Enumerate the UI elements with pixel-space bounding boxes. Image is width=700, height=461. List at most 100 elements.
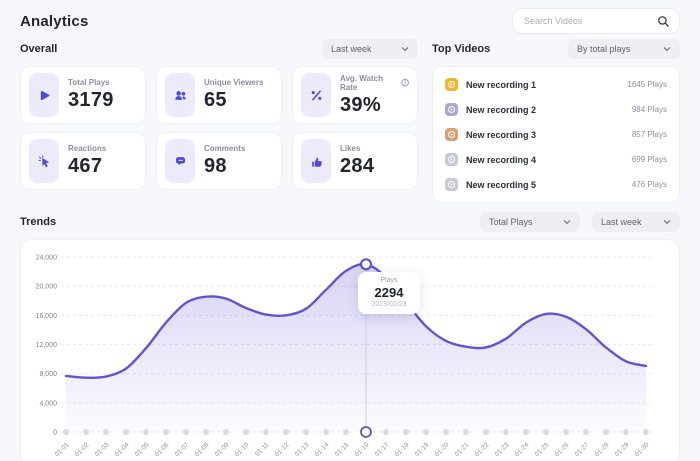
stat-value: 284 [340, 155, 375, 177]
svg-text:01-25: 01-25 [534, 441, 551, 458]
svg-text:01-18: 01-18 [394, 441, 411, 458]
top-videos-title: Top Videos [432, 43, 491, 55]
svg-text:01-28: 01-28 [594, 441, 611, 458]
svg-text:01-01: 01-01 [54, 441, 71, 458]
svg-text:01-06: 01-06 [154, 441, 171, 458]
stats-grid: Total Plays 3179 Unique Vie [20, 66, 418, 190]
stat-label: Comments [204, 144, 246, 153]
thumbs-up-icon [311, 157, 322, 167]
stat-label: Reactions [68, 144, 107, 153]
stat-value: 98 [204, 155, 227, 177]
selected-point-marker [359, 258, 373, 271]
video-row[interactable]: New recording 5 476 Plays [433, 172, 679, 197]
chart-tooltip: Plays 2294 2023/02/23 [358, 272, 420, 315]
video-row[interactable]: New recording 2 984 Plays [433, 97, 679, 122]
top-videos-list: New recording 1 1645 Plays New recording… [432, 66, 680, 203]
play-badge-icon [445, 103, 458, 116]
stat-card-total-plays: Total Plays 3179 [20, 66, 146, 124]
top-videos-sort-dropdown[interactable]: By total plays [568, 39, 680, 59]
svg-text:01-24: 01-24 [514, 441, 531, 458]
stat-card-likes: Likes 284 [292, 132, 418, 190]
search-icon[interactable] [657, 15, 670, 28]
overall-period-dropdown[interactable]: Last week [322, 39, 418, 59]
video-plays: 476 Plays [631, 180, 667, 189]
svg-text:01-02: 01-02 [74, 441, 91, 458]
page-title: Analytics [20, 12, 89, 30]
trends-period-dropdown[interactable]: Last week [592, 212, 680, 232]
svg-text:01-30: 01-30 [634, 441, 651, 458]
svg-text:16,000: 16,000 [36, 313, 58, 320]
overall-title: Overall [20, 43, 58, 55]
svg-text:01-13: 01-13 [294, 441, 311, 458]
search-input[interactable] [522, 15, 651, 27]
stat-value: 467 [68, 155, 103, 177]
video-name: New recording 2 [466, 104, 537, 115]
trends-metric-dropdown[interactable]: Total Plays [480, 212, 580, 232]
comment-icon [175, 156, 185, 165]
video-row[interactable]: New recording 1 1645 Plays [433, 72, 679, 97]
video-plays: 857 Plays [631, 130, 667, 139]
svg-text:20,000: 20,000 [36, 284, 58, 291]
svg-text:01-10: 01-10 [234, 441, 251, 458]
svg-text:01-20: 01-20 [434, 441, 451, 458]
trends-period-label: Last week [601, 217, 642, 227]
stat-label: Likes [340, 144, 361, 153]
svg-text:01-14: 01-14 [314, 441, 331, 458]
svg-text:8,000: 8,000 [39, 371, 57, 378]
svg-text:01-26: 01-26 [554, 441, 571, 458]
overall-period-label: Last week [331, 44, 372, 54]
svg-text:01-04: 01-04 [114, 441, 131, 458]
percent-icon [311, 90, 321, 100]
svg-text:01-23: 01-23 [494, 441, 511, 458]
trends-chart[interactable]: 0 4,000 8,000 12,000 16,000 20,000 24,000 01-01… [21, 242, 681, 461]
video-name: New recording 1 [466, 79, 537, 90]
svg-text:01-21: 01-21 [454, 441, 471, 458]
page-header: Analytics [0, 0, 700, 34]
stat-value: 3179 [68, 89, 114, 111]
trends-metric-label: Total Plays [489, 217, 533, 227]
top-videos-sort-label: By total plays [577, 44, 631, 54]
video-plays: 984 Plays [631, 105, 667, 114]
info-icon[interactable] [401, 78, 409, 87]
chevron-down-icon [663, 47, 671, 52]
trends-chart-card: 0 4,000 8,000 12,000 16,000 20,000 24,000 01-01… [20, 239, 680, 461]
stat-value: 39% [340, 93, 381, 116]
play-icon [40, 90, 49, 100]
video-row[interactable]: New recording 4 699 Plays [433, 147, 679, 172]
play-badge-icon [445, 178, 458, 191]
svg-text:01-11: 01-11 [254, 441, 271, 458]
trends-title: Trends [20, 216, 57, 228]
svg-text:01-29: 01-29 [614, 441, 631, 458]
video-row[interactable]: New recording 3 857 Plays [433, 122, 679, 147]
svg-text:01-03: 01-03 [94, 441, 111, 458]
video-name: New recording 3 [466, 129, 537, 140]
stat-card-unique-viewers: Unique Viewers 65 [156, 66, 282, 124]
stat-card-avg-watch-rate: Avg. Watch Rate 39% [292, 66, 418, 124]
stat-label: Avg. Watch Rate [340, 73, 383, 92]
svg-text:01-05: 01-05 [134, 441, 151, 458]
video-plays: 1645 Plays [627, 80, 667, 89]
svg-text:01-09: 01-09 [214, 441, 231, 458]
svg-text:01-19: 01-19 [414, 441, 431, 458]
svg-text:01-07: 01-07 [174, 441, 191, 458]
svg-text:01-17: 01-17 [374, 441, 391, 458]
chevron-down-icon [563, 220, 571, 225]
svg-text:01-27: 01-27 [574, 441, 591, 458]
svg-text:24,000: 24,000 [36, 255, 58, 262]
stat-card-reactions: Reactions 467 [20, 132, 146, 190]
stat-label: Unique Viewers [204, 78, 264, 87]
tooltip-date: 2023/02/23 [371, 301, 407, 309]
svg-text:01-12: 01-12 [274, 441, 291, 458]
stat-label: Total Plays [68, 78, 110, 87]
svg-text:01-15: 01-15 [334, 441, 351, 458]
selected-axis-dot [360, 426, 372, 438]
tooltip-value: 2294 [374, 285, 404, 301]
svg-text:01-22: 01-22 [474, 441, 491, 458]
svg-text:12,000: 12,000 [36, 342, 58, 349]
svg-text:01-16: 01-16 [354, 441, 371, 458]
video-name: New recording 5 [466, 179, 537, 190]
search-box[interactable] [512, 8, 680, 34]
users-icon [174, 90, 186, 100]
play-badge-icon [445, 153, 458, 166]
